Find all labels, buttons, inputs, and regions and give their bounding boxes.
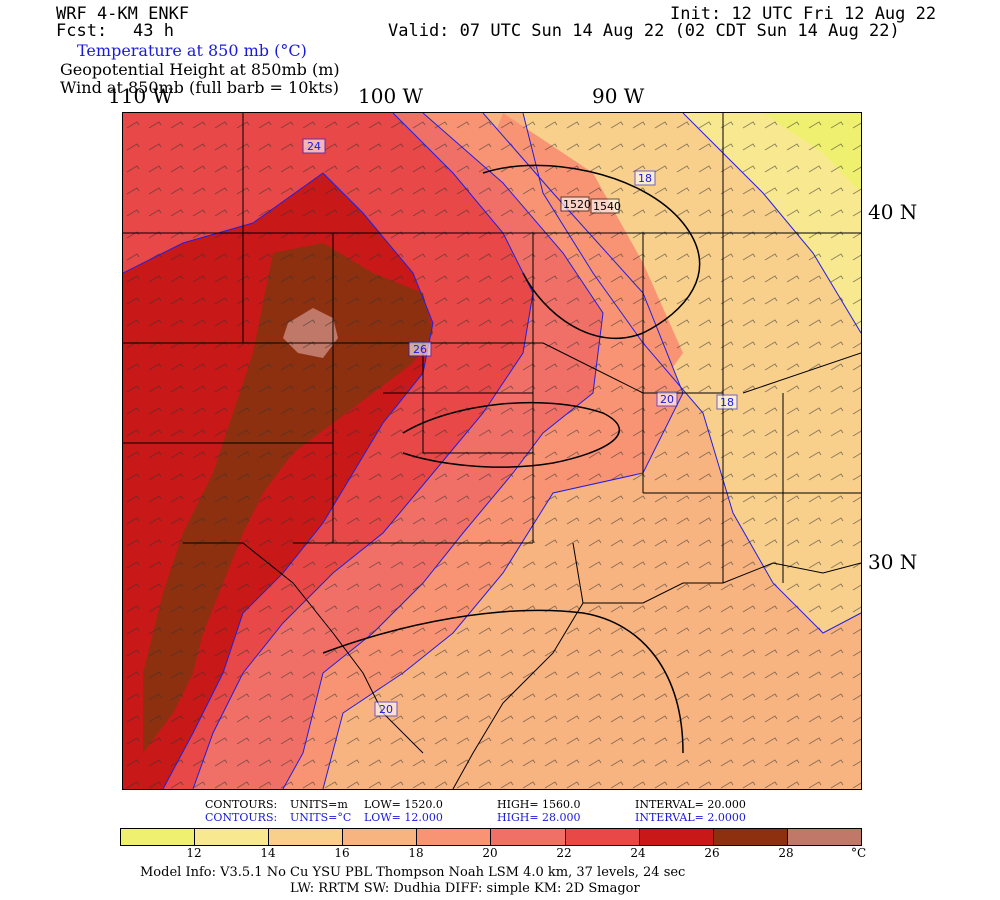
lon-label-100w: 100 W (358, 84, 424, 108)
height-contour-line (322, 609, 684, 754)
contour-info-temp-units: UNITS=°C (290, 811, 352, 824)
colorbar-cell (195, 829, 270, 845)
lon-label-90w: 90 W (592, 84, 645, 108)
colorbar-tick-label: 18 (408, 846, 424, 860)
lon-label-110w: 110 W (108, 84, 174, 108)
temp-label-3: 26 (413, 343, 427, 356)
colorbar-cell (565, 829, 640, 845)
lat-label-40n: 40 N (868, 200, 918, 224)
colorbar-tick-label: 20 (482, 846, 498, 860)
field-wind-title: Wind at 850mb (full barb = 10kts) (60, 78, 339, 97)
temp-label-4: 20 (660, 393, 674, 406)
colorbar-cell (787, 829, 861, 845)
forecast-label: Fcst: (56, 21, 108, 41)
height-label-1: 1520 (563, 198, 591, 211)
contour-info-temp-label: CONTOURS: (205, 811, 278, 824)
field-height-title: Geopotential Height at 850mb (m) (60, 60, 340, 79)
temp-label-6: 20 (379, 703, 393, 716)
weather-map: 24 18 26 20 18 20 1520 1540 (122, 112, 862, 790)
temp-contour-line (282, 113, 604, 789)
temperature-colorbar (120, 828, 862, 846)
temp-contour-line (682, 113, 861, 334)
lat-label-30n: 30 N (868, 550, 918, 574)
colorbar-cell (269, 829, 344, 845)
colorbar-cell (491, 829, 566, 845)
political-borders (123, 113, 861, 789)
colorbar-cell (343, 829, 418, 845)
model-info-line: Model Info: V3.5.1 No Cu YSU PBL Thompso… (140, 865, 686, 880)
colorbar-tick-label: 12 (186, 846, 202, 860)
temp-contour-line (322, 113, 684, 789)
contour-info-height-low: LOW= 1520.0 (364, 798, 443, 811)
colorbar-cell (417, 829, 492, 845)
valid-time: Valid: 07 UTC Sun 14 Aug 22 (02 CDT Sun … (388, 21, 900, 41)
height-contour-line (482, 164, 701, 339)
contour-info-height-label: CONTOURS: (205, 798, 278, 811)
temp-contour-line (522, 113, 861, 634)
contour-info-height-high: HIGH= 1560.0 (497, 798, 581, 811)
colorbar-cell (713, 829, 788, 845)
field-temperature-title: Temperature at 850 mb (°C) (77, 41, 307, 60)
colorbar-tick-label: 28 (778, 846, 794, 860)
colorbar-cell (121, 829, 196, 845)
contour-info-temp-high: HIGH= 28.000 (497, 811, 581, 824)
contour-info-height-units: UNITS=m (290, 798, 348, 811)
temp-label-1: 24 (307, 140, 321, 153)
height-contour-line (402, 401, 620, 468)
forecast-hour: 43 h (133, 21, 174, 41)
height-label-2: 1540 (593, 200, 621, 213)
physics-info-line: LW: RRTM SW: Dudhia DIFF: simple KM: 2D … (290, 881, 640, 896)
contour-info-temp-interval: INTERVAL= 2.0000 (635, 811, 746, 824)
temp-label-5: 18 (720, 396, 734, 409)
contour-info-height-interval: INTERVAL= 20.000 (635, 798, 746, 811)
colorbar-tick-label: 24 (630, 846, 646, 860)
model-title: WRF 4-KM ENKF (56, 4, 190, 24)
temp-contour-line (123, 172, 434, 789)
colorbar-tick-label: 26 (704, 846, 720, 860)
contour-info-temp-low: LOW= 12.000 (364, 811, 443, 824)
init-time: Init: 12 UTC Fri 12 Aug 22 (670, 4, 937, 24)
colorbar-tick-label: 22 (556, 846, 572, 860)
colorbar-cell (639, 829, 714, 845)
colorbar-unit: °C (851, 846, 867, 860)
colorbar-tick-label: 16 (334, 846, 350, 860)
colorbar-tick-label: 14 (260, 846, 276, 860)
temp-label-2: 18 (638, 172, 652, 185)
